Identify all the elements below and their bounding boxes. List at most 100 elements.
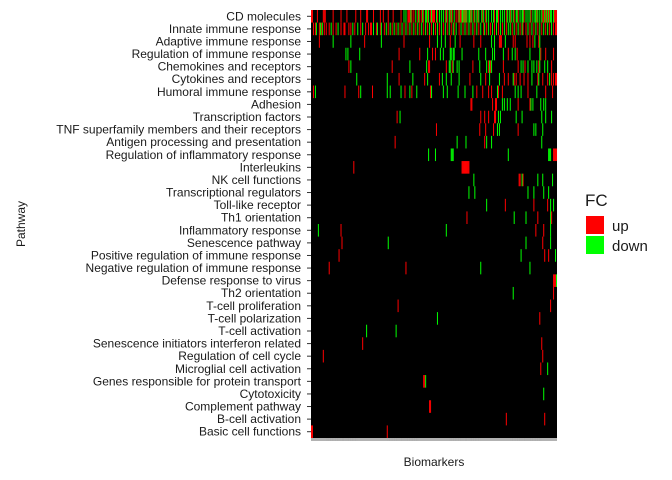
heatmap-cell-down <box>439 47 441 61</box>
heatmap-cell-up <box>490 60 492 73</box>
heatmap-cell-down <box>515 10 517 23</box>
heatmap-cell-up <box>365 22 367 36</box>
heatmap-cell-down <box>464 10 466 23</box>
y-tick-label: Interleukins <box>240 160 301 174</box>
heatmap-cell-down <box>494 35 496 48</box>
heatmap-cell-down <box>498 72 500 86</box>
heatmap-cell-up <box>483 22 485 36</box>
heatmap-cell-down <box>488 10 490 23</box>
heatmap-cell-up <box>482 85 484 99</box>
heatmap-cell-up <box>391 60 393 73</box>
heatmap-cell-up <box>451 60 453 73</box>
heatmap-cell-down <box>468 10 470 23</box>
heatmap-cell-down <box>542 123 544 136</box>
heatmap-cell-up <box>545 85 547 99</box>
heatmap-cell-down <box>548 186 550 199</box>
heatmap-cell-down <box>521 173 523 187</box>
heatmap-cell-down <box>471 10 473 23</box>
heatmap-cell-down <box>511 47 513 61</box>
heatmap-cell-down <box>517 85 519 99</box>
heatmap-cell-down <box>434 148 436 162</box>
heatmap-cell-down <box>352 22 354 36</box>
heatmap-cell-up <box>495 98 497 111</box>
heatmap-cell-up <box>311 10 312 23</box>
heatmap-cell-up <box>548 249 550 262</box>
heatmap-cell-down <box>533 186 535 199</box>
heatmap-cell-down <box>551 22 553 36</box>
heatmap-cell-down <box>449 47 451 61</box>
heatmap-cell-up <box>555 22 557 36</box>
heatmap-cell-up <box>468 161 470 174</box>
y-tick-label: Humoral immune response <box>157 85 301 99</box>
heatmap-cell-down <box>535 10 537 23</box>
heatmap-cell-up <box>372 10 374 23</box>
heatmap-cell-down <box>428 10 430 23</box>
heatmap-cell-down <box>496 10 498 23</box>
heatmap-cell-down <box>317 224 319 237</box>
heatmap-cell-up <box>544 412 546 426</box>
heatmap-cell-up <box>545 22 547 36</box>
heatmap-cell-down <box>486 198 488 212</box>
heatmap-cell-down <box>542 173 544 187</box>
heatmap-cell-down <box>520 249 522 262</box>
heatmap-cell-down <box>509 22 511 36</box>
heatmap-cell-down <box>521 22 523 36</box>
heatmap-cell-up <box>350 22 352 36</box>
heatmap-cell-down <box>386 72 388 86</box>
heatmap-cell-down <box>319 22 321 36</box>
heatmap-cell-down <box>551 10 553 23</box>
y-tick-label: Antigen processing and presentation <box>106 135 301 149</box>
heatmap-cell-up <box>348 22 350 36</box>
heatmap-cell-down <box>478 47 480 61</box>
heatmap-cell-down <box>436 312 438 325</box>
heatmap-cell-down <box>553 10 555 23</box>
heatmap-cell-down <box>480 261 482 275</box>
heatmap-cell-down <box>442 10 444 23</box>
heatmap-cell-down <box>537 10 539 23</box>
heatmap-cell-down <box>321 22 323 36</box>
heatmap-cell-up <box>397 299 399 313</box>
y-tick-label: Regulation of cell cycle <box>178 349 301 363</box>
heatmap-cell-up <box>429 35 431 48</box>
heatmap-cell-down <box>544 10 546 23</box>
heatmap-cell-down <box>438 10 440 23</box>
heatmap-cell-down <box>508 10 510 23</box>
heatmap-cell-down <box>409 60 411 73</box>
heatmap-cell-up <box>497 22 499 36</box>
heatmap-cell-up <box>360 22 362 36</box>
heatmap-cell-up <box>348 60 350 73</box>
y-tick-label: Regulation of immune response <box>132 47 302 61</box>
heatmap-cell-up <box>545 47 547 61</box>
heatmap-cell-up <box>314 22 316 36</box>
heatmap-cell-up <box>403 35 405 48</box>
heatmap-cell-up <box>529 98 531 111</box>
heatmap-cell-down <box>366 324 368 338</box>
heatmap-cell-down <box>456 135 458 149</box>
heatmap-cell-down <box>460 22 462 36</box>
heatmap-cell-up <box>472 60 474 73</box>
heatmap-cell-down <box>534 10 536 23</box>
heatmap-cell-up <box>542 72 544 86</box>
heatmap-cell-up <box>556 72 558 86</box>
heatmap-cell-up <box>375 22 377 36</box>
heatmap-cell-up <box>533 22 535 36</box>
heatmap-cell-down <box>541 135 543 149</box>
heatmap-cell-up <box>555 274 557 287</box>
heatmap-cell-down <box>521 10 523 23</box>
heatmap-cell-down <box>412 72 414 86</box>
y-tick-label: Toll-like receptor <box>214 198 301 212</box>
heatmap-cell-down <box>492 47 494 61</box>
heatmap-cell-down <box>535 22 537 36</box>
heatmap-cell-up <box>553 47 555 61</box>
heatmap-cell-up <box>479 123 481 136</box>
heatmap-cell-up <box>500 35 502 48</box>
heatmap-cell-up <box>460 10 462 23</box>
heatmap-cell-down <box>401 22 403 36</box>
heatmap-cell-down <box>448 60 450 73</box>
heatmap-cell-up <box>541 337 543 350</box>
heatmap-cell-up <box>419 22 421 36</box>
heatmap-cell-down <box>547 22 549 36</box>
heatmap-cell-down <box>549 72 551 86</box>
heatmap-cell-up <box>424 72 426 86</box>
heatmap-cell-up <box>537 22 539 36</box>
